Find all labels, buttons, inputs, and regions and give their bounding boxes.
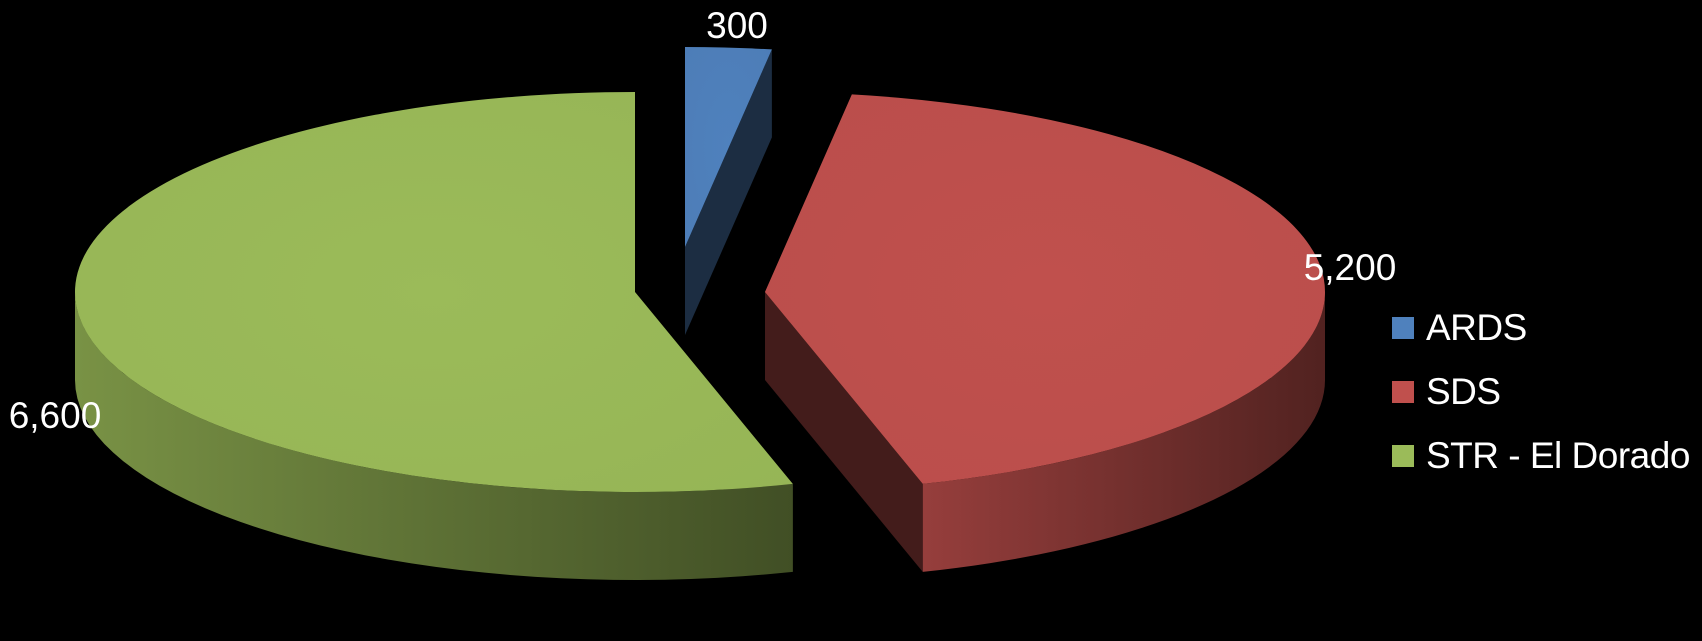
- pie-slice-ards: [685, 47, 772, 336]
- legend-swatch-sds: [1392, 381, 1414, 403]
- data-label-sds: 5,200: [1304, 247, 1397, 288]
- legend-label-sds: SDS: [1426, 371, 1501, 412]
- legend-label-str-el-dorado: STR - El Dorado: [1426, 435, 1690, 476]
- pie-slice-side-str-el-dorado: [75, 292, 793, 580]
- pie-slice-top-sds: [765, 94, 1325, 484]
- legend: ARDS SDS STR - El Dorado: [1392, 296, 1690, 488]
- pie-slice-top-ards: [685, 47, 772, 247]
- data-label-str-el-dorado: 6,600: [9, 395, 102, 436]
- pie-slice-wall-ards-1: [685, 49, 772, 336]
- legend-label-ards: ARDS: [1426, 307, 1527, 348]
- pie-slice-str-el-dorado: [74, 92, 793, 580]
- pie-slice-wall-sds-1: [765, 292, 923, 572]
- pie-slice-sds: [765, 94, 1325, 572]
- legend-swatch-ards: [1392, 317, 1414, 339]
- data-label-ards: 300: [706, 5, 768, 46]
- pie-slice-side-sds: [922, 292, 1325, 572]
- legend-swatch-str-el-dorado: [1392, 445, 1414, 467]
- legend-item-sds: SDS: [1392, 360, 1690, 424]
- pie-slice-top-str-el-dorado: [74, 92, 793, 493]
- legend-item-ards: ARDS: [1392, 296, 1690, 360]
- legend-item-str-el-dorado: STR - El Dorado: [1392, 424, 1690, 488]
